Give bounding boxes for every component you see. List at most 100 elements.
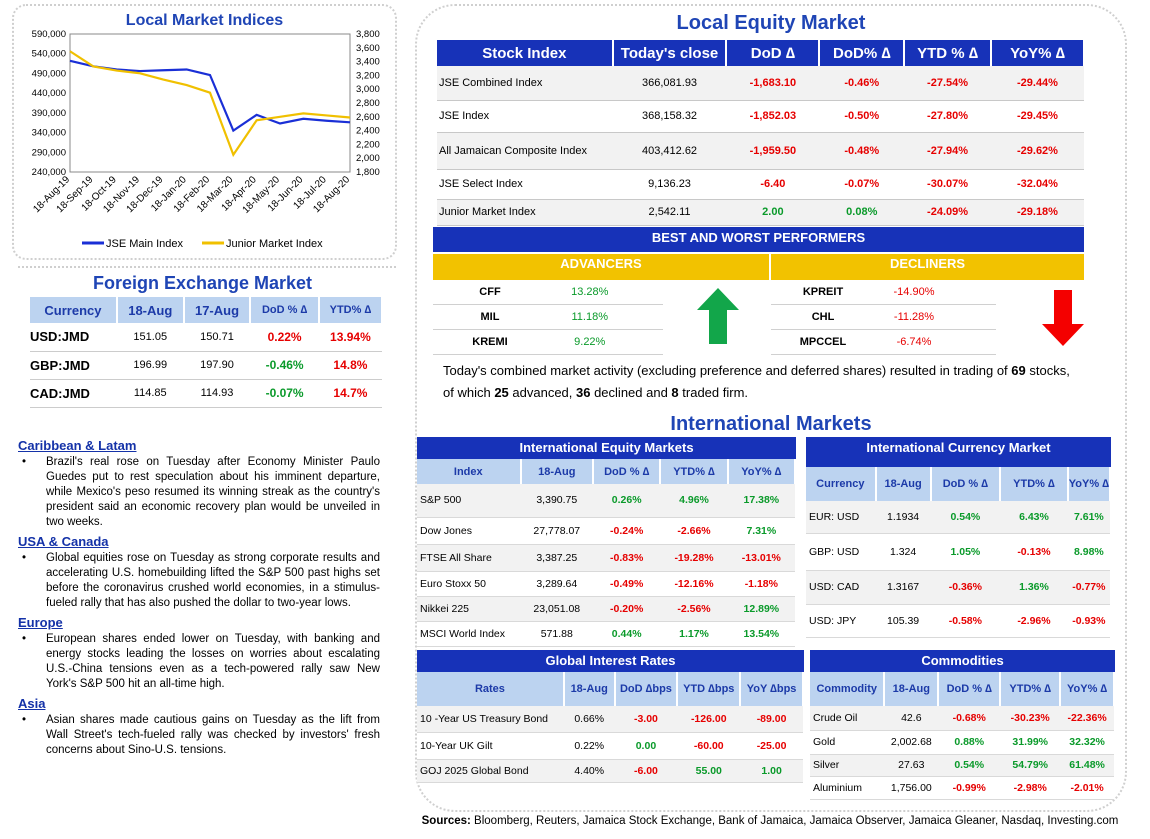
performer-change: 9.22%: [574, 336, 606, 348]
commodities-cell: 31.99%: [1000, 730, 1061, 755]
summary-part: Today's combined market activity (exclud…: [443, 363, 1012, 378]
summary-part: stocks, of which: [443, 363, 1070, 400]
rates-cell: 10 -Year US Treasury Bond: [417, 706, 564, 733]
intl_currency-cell: 1.3167: [875, 570, 931, 605]
performer-change: -11.28%: [893, 311, 935, 323]
commodities-cell: 27.63: [884, 754, 939, 777]
fx-18aug: 151.05: [133, 330, 168, 343]
intl_currency-cell: USD: JPY: [806, 604, 876, 638]
rates-row: GOJ 2025 Global Bond 4.40% -6.00 55.00 1.00: [417, 759, 803, 783]
rates-cell: -60.00: [677, 732, 741, 760]
intl_equity-cell: 23,051.08: [520, 596, 594, 622]
commodities-cell: -0.68%: [938, 706, 1001, 731]
intl_equity-cell: -13.01%: [727, 544, 795, 572]
fx-18aug: 196.99: [133, 359, 168, 371]
commodities-cell: 0.88%: [938, 730, 1001, 755]
intl_equity-header-cell: Index: [417, 459, 522, 484]
fx-ytd: 13.94%: [330, 329, 371, 344]
equity-cell: 2.00: [726, 199, 820, 226]
intl_equity-cell: Dow Jones: [417, 517, 521, 545]
intl_currency-cell: 1.324: [875, 533, 931, 571]
intl_currency-row: USD: CAD 1.3167 -0.36% 1.36% -0.77%: [806, 570, 1110, 605]
rates-cell: -89.00: [740, 706, 803, 733]
summary-part: advanced,: [508, 385, 576, 400]
commodities-cell: -30.23%: [1000, 706, 1061, 731]
advancer-row: MIL 11.18%: [433, 305, 663, 330]
commodities-cell: -22.36%: [1060, 706, 1114, 731]
intl_equity-cell: 4.96%: [660, 484, 728, 518]
y-right-tick-label: 2,600: [356, 112, 380, 123]
equity-header-cell: DoD% ∆: [819, 40, 906, 66]
y-left-tick-label: 240,000: [32, 167, 66, 178]
summary-part: traded firm.: [678, 385, 749, 400]
equity-cell: 366,081.93: [612, 66, 727, 101]
local-indices-chart: 590,000 540,000 490,000 440,000 390,000 340,0…: [31, 30, 380, 250]
intl_currency-cell: GBP: USD: [806, 533, 876, 571]
intl_equity-cell: Nikkei 225: [417, 596, 521, 622]
advancer-row: KREMI 9.22%: [433, 330, 663, 355]
intl_equity-cell: 27,778.07: [520, 517, 594, 545]
right-panel: [415, 4, 1127, 812]
commodities-cell: -2.01%: [1060, 776, 1114, 800]
series-line-junior-market-index: [69, 50, 351, 158]
equity-row: All Jamaican Composite Index 403,412.62 -1…: [437, 132, 1084, 170]
rates-cell: -25.00: [740, 732, 803, 760]
equity-cell: -1,683.10: [726, 66, 820, 101]
fx-17aug: 197.90: [200, 359, 234, 371]
y-left-tick-label: 290,000: [32, 147, 66, 158]
intl_equity-cell: 7.31%: [727, 517, 795, 545]
rates-header-cell: YTD ∆bps: [677, 672, 742, 706]
fx-dod: -0.07%: [265, 386, 304, 400]
performer-ticker: CHL: [811, 311, 835, 323]
commodities-header-row: Commodity 18-Aug DoD % ∆ YTD% ∆ YoY% ∆: [810, 672, 1115, 706]
intl_equity-row: Euro Stoxx 50 3,289.64 -0.49% -12.16% -1.18%: [417, 571, 795, 597]
intl_equity-cell: 0.44%: [593, 621, 661, 647]
equity-cell: 2,542.11: [612, 199, 727, 226]
rates-row: 10 -Year US Treasury Bond 0.66% -3.00 -126.…: [417, 706, 803, 733]
fx-header-cell: 17-Aug: [183, 297, 252, 323]
equity-cell: -27.54%: [904, 66, 991, 101]
intl_equity-cell: 3,390.75: [520, 484, 594, 518]
performer-change: -14.90%: [893, 286, 935, 298]
y-right-tick-label: 2,000: [356, 153, 380, 164]
fx-divider: [18, 266, 396, 268]
commodities-cell: Gold: [810, 730, 885, 755]
intl_currency-header-cell: YoY% ∆: [1067, 467, 1112, 501]
commodities-title: Commodities: [810, 650, 1115, 672]
market-summary: Today's combined market activity (exclud…: [443, 360, 1083, 404]
equity-cell: -29.62%: [990, 132, 1084, 170]
equity-cell: -0.07%: [819, 169, 905, 200]
fx-currency: USD:JMD: [30, 329, 90, 345]
intl_equity-row: FTSE All Share 3,387.25 -0.83% -19.28% -13.0…: [417, 544, 795, 572]
rates-panel: Global Interest Rates Rates 18-Aug DoD ∆bp…: [417, 650, 804, 783]
rates-cell: -3.00: [614, 706, 678, 733]
intl_equity-header-cell: YoY% ∆: [727, 459, 797, 484]
fx-header-cell: 18-Aug: [116, 297, 185, 323]
y-left-tick-label: 340,000: [32, 128, 66, 139]
intl_equity-cell: -19.28%: [660, 544, 728, 572]
fx-ytd: 14.8%: [333, 358, 368, 372]
intl-equity-panel: International Equity Markets Index 18-Aug…: [417, 437, 797, 647]
advancer-row: CFF 13.28%: [433, 280, 663, 305]
decliners-list: KPREIT -14.90% CHL -11.28% MPCCEL -6.74%: [771, 280, 996, 355]
intl_equity-header-cell: DoD % ∆: [593, 459, 662, 484]
performer-change: 13.28%: [571, 286, 609, 298]
rates-header-cell: DoD ∆bps: [614, 672, 679, 706]
local-equity-table: Stock Index Today's close DoD ∆ DoD% ∆ YTD %…: [437, 40, 1086, 226]
intl_currency-cell: -2.96%: [1000, 604, 1068, 638]
rates-cell: 55.00: [677, 759, 741, 783]
intl_currency-cell: 1.1934: [875, 501, 931, 534]
intl_equity-cell: -0.49%: [593, 571, 661, 597]
intl_currency-cell: USD: CAD: [806, 570, 876, 605]
intl_equity-cell: -1.18%: [727, 571, 795, 597]
rates-header-cell: YoY ∆bps: [740, 672, 804, 706]
decliner-row: MPCCEL -6.74%: [771, 330, 996, 355]
performer-ticker: KREMI: [472, 336, 508, 348]
rates-cell: GOJ 2025 Global Bond: [417, 759, 564, 783]
equity-row: JSE Select Index 9,136.23 -6.40 -0.07% -30.0…: [437, 169, 1084, 200]
intl_equity-row: Nikkei 225 23,051.08 -0.20% -2.56% 12.89%: [417, 596, 795, 622]
intl_currency-header-cell: YTD% ∆: [1000, 467, 1069, 501]
summary-part: 8: [671, 385, 679, 400]
summary-part: 69: [1011, 363, 1026, 378]
rates-cell: -126.00: [677, 706, 741, 733]
